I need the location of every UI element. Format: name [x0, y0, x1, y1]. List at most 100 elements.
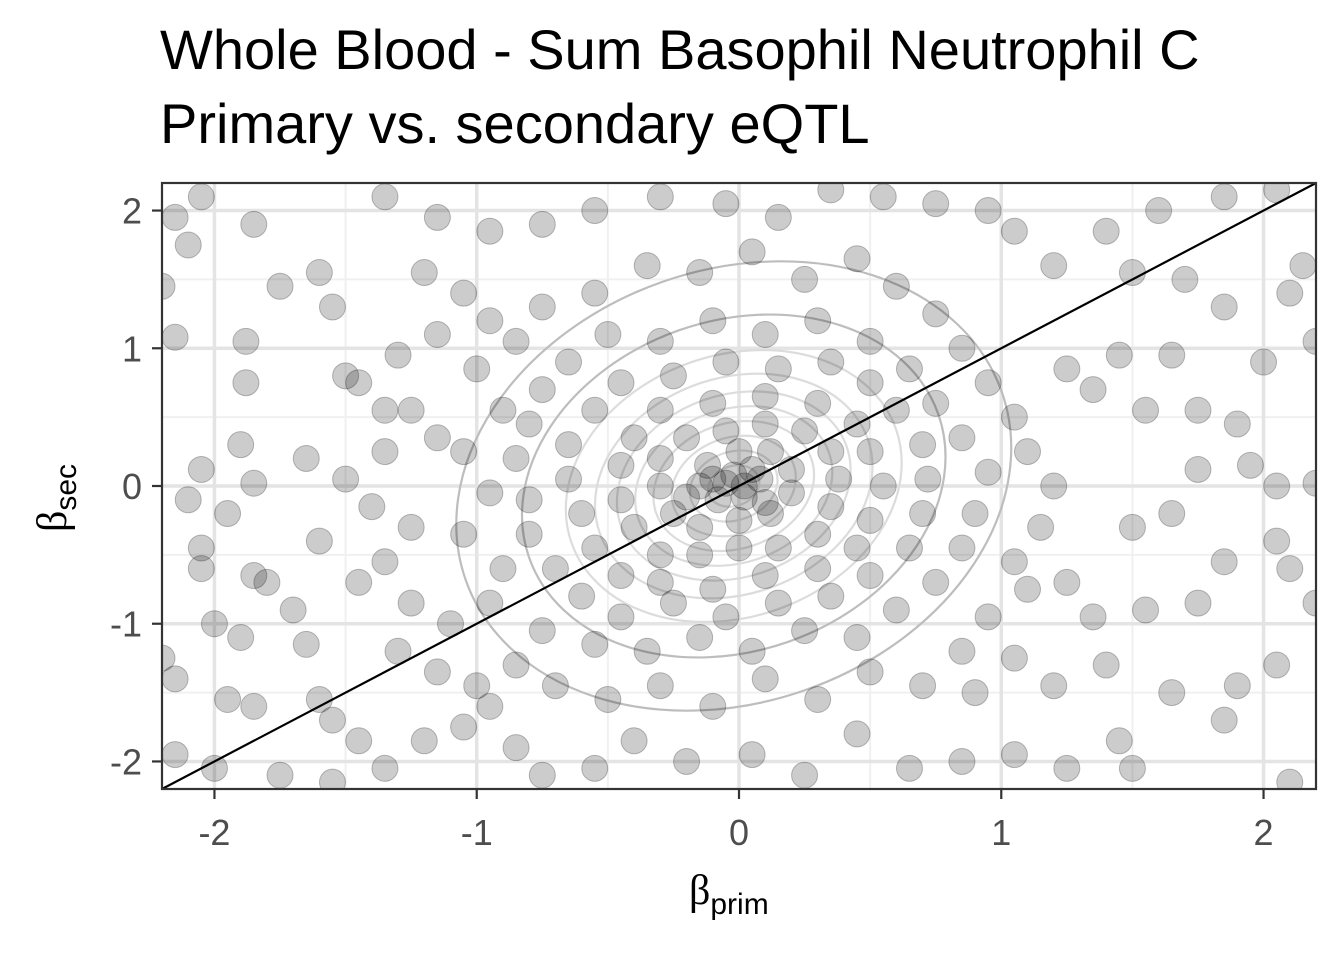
data-point — [804, 389, 832, 417]
data-point — [751, 321, 779, 348]
data-point — [240, 469, 268, 497]
data-point — [607, 603, 635, 631]
data-point — [332, 362, 360, 390]
data-point — [292, 630, 320, 658]
data-point — [528, 376, 556, 404]
data-point — [489, 396, 517, 424]
data-point — [686, 541, 714, 569]
data-point — [895, 754, 923, 782]
data-point — [162, 203, 189, 231]
data-point — [948, 334, 976, 362]
data-point — [292, 444, 320, 472]
data-point — [791, 417, 819, 445]
data-point — [659, 362, 687, 390]
data-point — [738, 238, 766, 266]
data-point — [764, 355, 792, 383]
data-point — [725, 534, 753, 562]
data-point — [1053, 568, 1081, 596]
data-point — [162, 741, 189, 769]
data-point — [1145, 197, 1173, 225]
data-point — [895, 534, 923, 562]
data-point — [961, 679, 989, 707]
data-point — [843, 245, 871, 273]
data-point — [1210, 183, 1238, 211]
x-tick-label: 2 — [1254, 812, 1274, 853]
data-point — [1210, 293, 1238, 321]
data-point — [882, 596, 910, 624]
data-point — [1184, 396, 1212, 424]
data-point — [1079, 376, 1107, 404]
data-point — [187, 555, 215, 583]
data-point — [712, 603, 740, 631]
data-point — [791, 265, 819, 293]
data-point — [1223, 410, 1251, 438]
data-point — [162, 665, 189, 693]
data-point — [699, 389, 727, 417]
reference-line — [161, 182, 1317, 790]
data-point — [699, 575, 727, 603]
data-point — [581, 630, 609, 658]
data-point — [279, 596, 307, 624]
data-point — [200, 754, 228, 782]
data-point — [882, 272, 910, 300]
data-point — [948, 747, 976, 775]
data-point — [476, 217, 504, 245]
data-point — [187, 455, 215, 483]
data-point — [555, 431, 583, 459]
data-point — [620, 424, 648, 452]
data-point — [555, 465, 583, 493]
density-contour — [707, 464, 761, 508]
data-point — [909, 431, 937, 459]
data-point — [804, 520, 832, 548]
data-point — [568, 582, 596, 610]
data-point — [232, 327, 260, 355]
data-point — [1276, 555, 1304, 583]
y-tick-label: 0 — [122, 466, 142, 507]
data-point — [1000, 217, 1028, 245]
data-point — [1105, 341, 1133, 369]
data-point — [869, 472, 897, 500]
data-point — [725, 506, 753, 534]
data-point — [948, 534, 976, 562]
data-point — [756, 438, 784, 466]
data-point — [607, 369, 635, 397]
data-point — [1014, 575, 1041, 603]
data-point — [856, 562, 884, 590]
x-axis-label-symbol: β — [689, 868, 710, 914]
data-point — [1263, 527, 1291, 555]
data-point — [502, 651, 530, 679]
data-point — [909, 672, 937, 700]
data-point — [699, 465, 727, 493]
data-point — [817, 348, 845, 376]
data-point — [397, 513, 425, 541]
data-point — [843, 720, 871, 748]
data-point — [1014, 438, 1041, 466]
data-point — [502, 444, 530, 472]
data-point — [1263, 651, 1291, 679]
data-point — [266, 272, 294, 300]
data-point — [594, 685, 622, 713]
data-point — [187, 534, 215, 562]
data-points — [162, 183, 1316, 789]
data-point — [607, 486, 635, 514]
data-point — [358, 493, 386, 521]
data-point — [974, 369, 1002, 397]
density-contour — [564, 348, 903, 624]
data-point — [764, 203, 792, 231]
data-point — [1158, 679, 1186, 707]
data-point — [581, 197, 609, 225]
data-point — [397, 396, 425, 424]
data-point — [174, 486, 202, 514]
data-point — [240, 562, 268, 590]
data-point — [1118, 513, 1146, 541]
chart-title: Whole Blood - Sum Basophil Neutrophil C — [160, 18, 1200, 81]
data-point — [673, 747, 701, 775]
data-point — [528, 210, 556, 238]
data-point — [371, 396, 399, 424]
data-point — [777, 455, 805, 483]
data-point — [699, 307, 727, 335]
data-point — [214, 685, 242, 713]
data-point — [1276, 768, 1304, 789]
data-point — [515, 486, 543, 514]
data-point — [476, 479, 504, 507]
